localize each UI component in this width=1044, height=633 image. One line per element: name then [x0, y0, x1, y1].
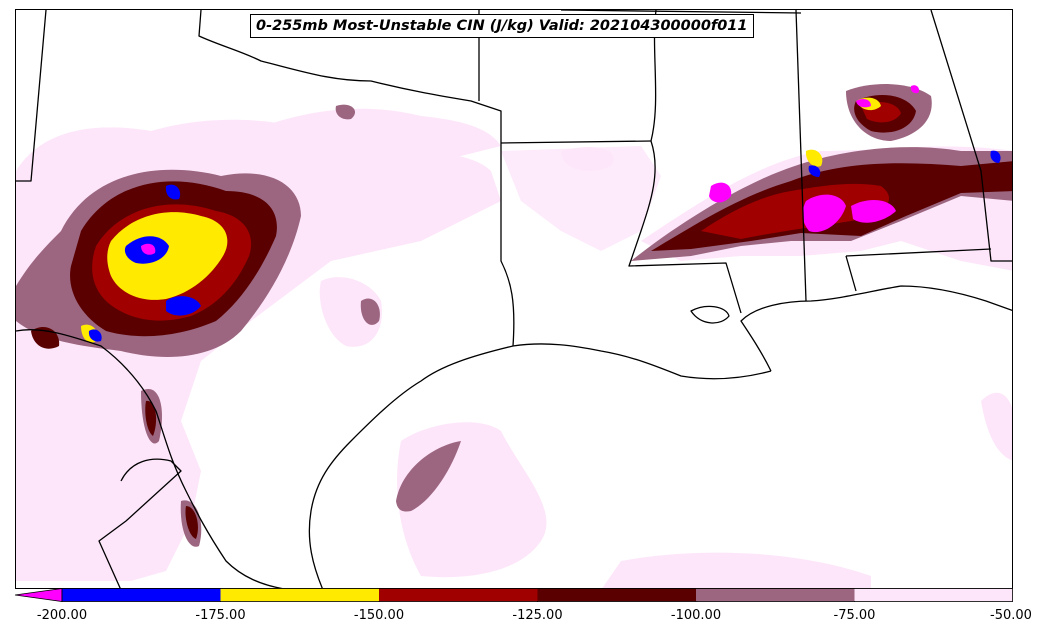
colorbar-bin-5	[854, 588, 1013, 602]
colorbar-bin-2	[379, 588, 538, 602]
colorbar-extend-min	[15, 588, 63, 602]
colorbar-bin-4	[696, 588, 855, 602]
coastline	[16, 285, 1012, 588]
colorbar-bins	[15, 588, 1013, 602]
cin-shading-magenta	[141, 85, 920, 255]
state-boundaries	[16, 10, 1012, 347]
colorbar-bin-3	[537, 588, 696, 602]
colorbar-tick-label: -100.00	[670, 608, 722, 623]
cin-map	[16, 10, 1012, 588]
colorbar-tick-label: -75.00	[833, 608, 876, 623]
colorbar	[15, 588, 1013, 602]
colorbar-tick-label: -200.00	[36, 608, 88, 623]
map-panel	[15, 9, 1013, 589]
map-title: 0-255mb Most-Unstable CIN (J/kg) Valid: …	[250, 14, 754, 38]
colorbar-bin-0	[62, 588, 221, 602]
colorbar-bin-1	[220, 588, 379, 602]
colorbar-tick-label: -125.00	[512, 608, 563, 623]
colorbar-tick-label: -175.00	[195, 608, 246, 623]
colorbar-tick-label: -150.00	[353, 608, 405, 623]
colorbar-tick-label: -50.00	[990, 608, 1032, 623]
